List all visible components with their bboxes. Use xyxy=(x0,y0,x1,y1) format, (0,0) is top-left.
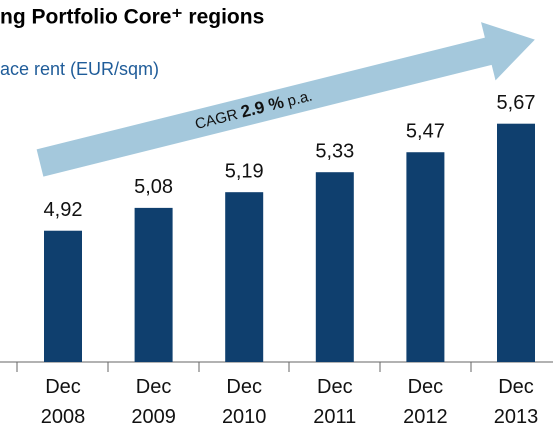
value-label: 5,67 xyxy=(497,92,536,114)
bar xyxy=(44,230,82,362)
bar xyxy=(406,152,445,362)
bar xyxy=(225,192,264,362)
value-label: 5,19 xyxy=(225,160,264,182)
arrow-shape xyxy=(36,22,535,177)
x-tick-label: Dec 2008 xyxy=(40,376,86,428)
value-label: 5,47 xyxy=(406,121,445,143)
bar xyxy=(497,123,535,362)
x-tick-label: Dec 2009 xyxy=(131,376,176,428)
bar xyxy=(134,207,173,362)
chart-subtitle: ace rent (EUR/sqm) xyxy=(0,59,159,79)
chart-title: ng Portfolio Core⁺ regions xyxy=(0,6,264,29)
value-label: 5,08 xyxy=(134,176,173,198)
value-label: 4,92 xyxy=(44,199,83,221)
bar xyxy=(315,172,354,362)
x-tick-label: Dec 2013 xyxy=(493,376,539,428)
cagr-suffix: p.a. xyxy=(286,87,314,110)
x-tick-label: Dec 2011 xyxy=(313,376,357,428)
value-label: 5,33 xyxy=(315,140,354,162)
axis-ticks xyxy=(16,362,472,372)
x-tick-label: Dec 2012 xyxy=(403,376,448,428)
cagr-arrow: CAGR 2.9 % p.a. xyxy=(36,22,535,177)
x-tick-label: Dec 2010 xyxy=(221,376,267,428)
